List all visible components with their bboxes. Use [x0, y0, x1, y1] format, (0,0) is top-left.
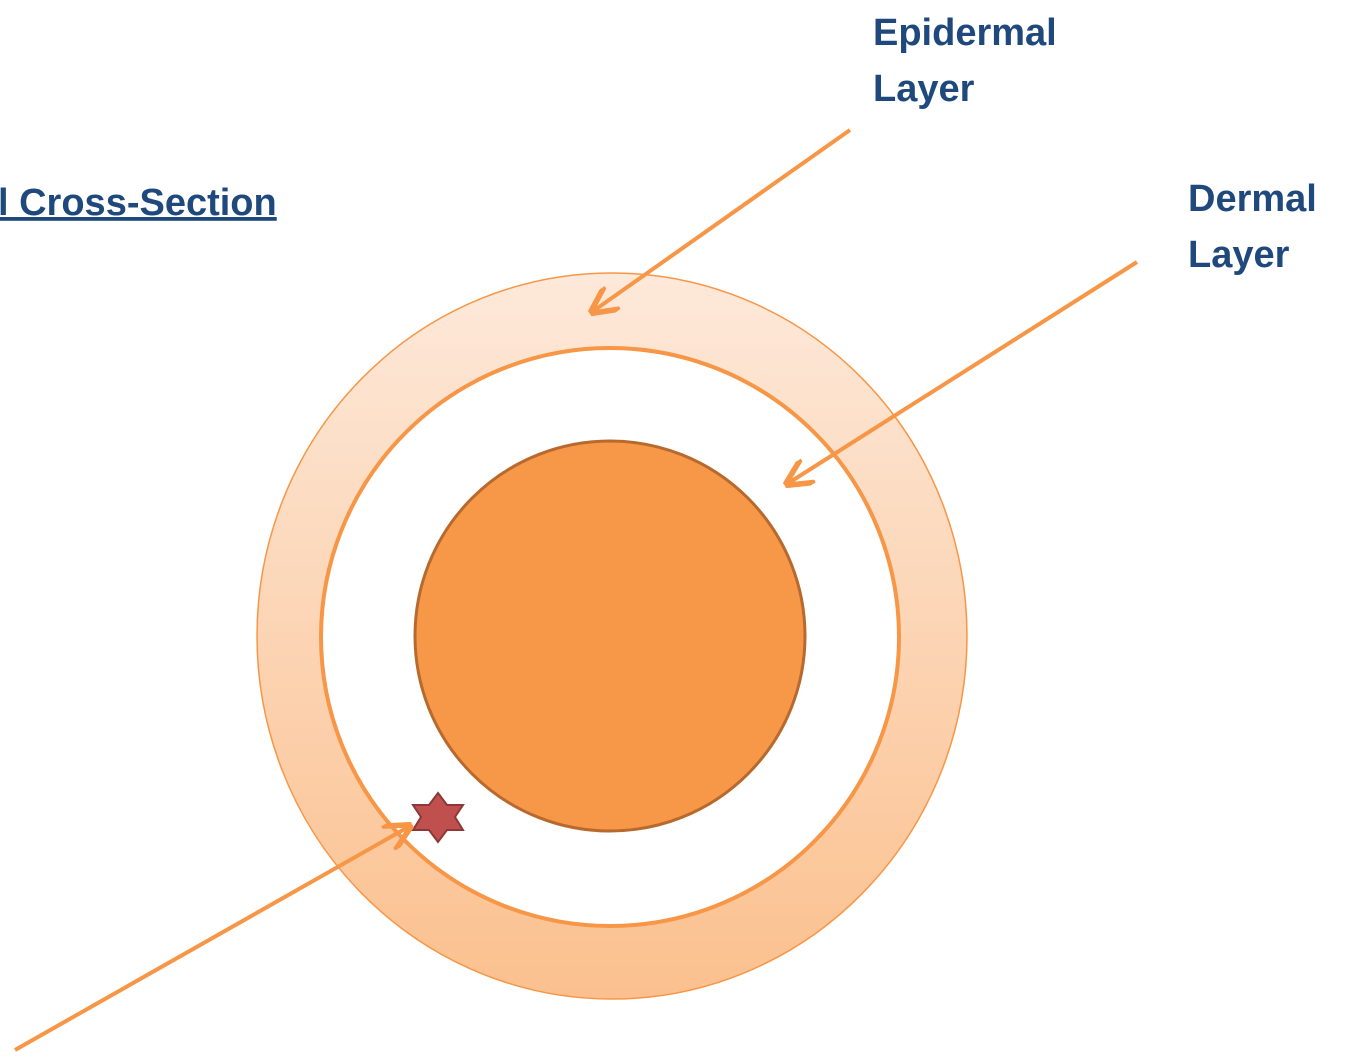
- label: Epidermal: [873, 12, 1057, 54]
- label: Layer: [873, 68, 975, 110]
- diagram: l Cross-Section Epidermal Layer Dermal L…: [0, 0, 1356, 1058]
- label: Layer: [1188, 234, 1290, 276]
- label: Dermal: [1188, 178, 1317, 220]
- title: l Cross-Section: [0, 182, 277, 224]
- arrow: [592, 130, 850, 312]
- arrow: [15, 826, 410, 1050]
- core: [415, 441, 805, 831]
